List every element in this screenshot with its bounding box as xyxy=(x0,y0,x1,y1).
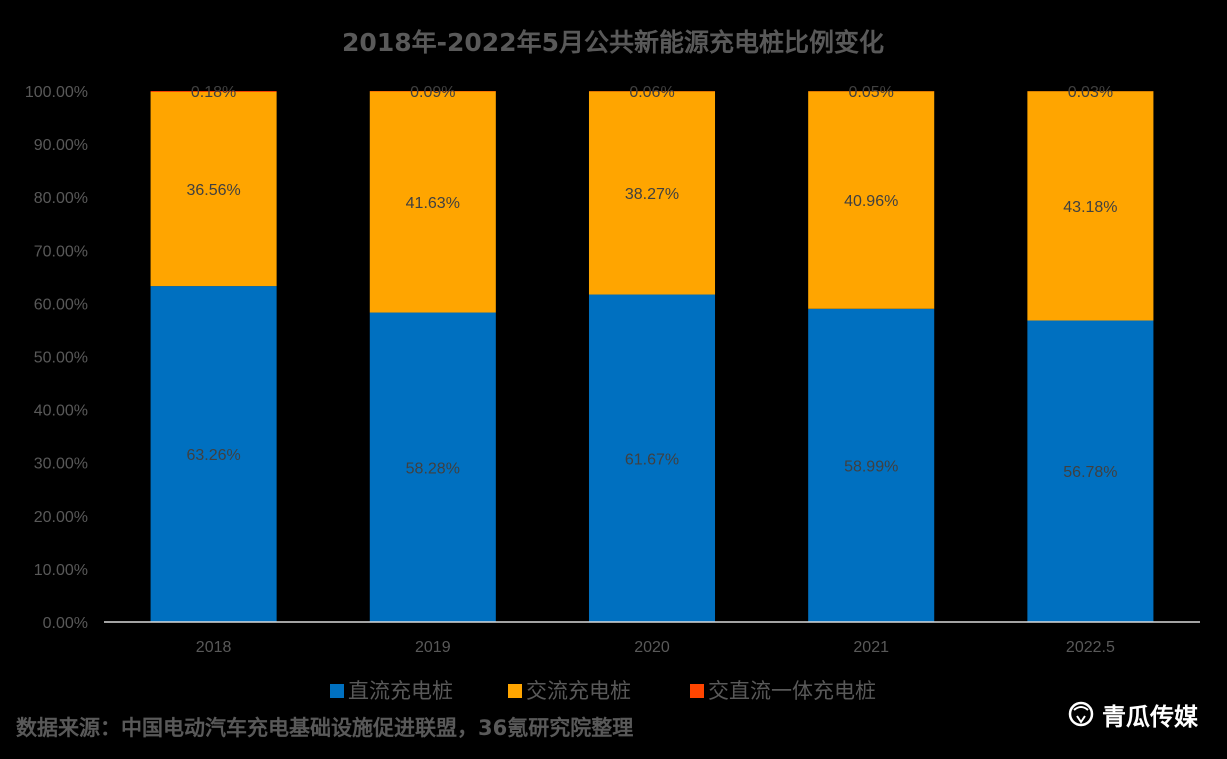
y-tick-label: 0.00% xyxy=(43,615,88,632)
data-label: 41.63% xyxy=(406,195,460,212)
legend-label: 交直流一体充电桩 xyxy=(708,679,876,700)
legend-swatch xyxy=(330,684,344,698)
x-tick-label: 2022.5 xyxy=(1066,639,1115,656)
y-tick-label: 20.00% xyxy=(34,509,88,526)
y-tick-label: 60.00% xyxy=(34,296,88,313)
bar-segment xyxy=(1027,320,1154,622)
melon-logo-icon xyxy=(1068,701,1094,727)
x-tick-label: 2020 xyxy=(634,639,670,656)
data-label: 61.67% xyxy=(625,451,679,468)
data-label: 40.96% xyxy=(844,193,898,210)
bar-segment xyxy=(808,91,935,309)
legend-label: 交流充电桩 xyxy=(526,679,631,700)
data-label: 43.18% xyxy=(1063,199,1117,216)
x-tick-label: 2018 xyxy=(196,639,232,656)
bar-segment xyxy=(150,286,277,622)
data-label: 38.27% xyxy=(625,186,679,203)
y-tick-label: 80.00% xyxy=(34,190,88,207)
x-tick-label: 2019 xyxy=(415,639,451,656)
data-label: 0.06% xyxy=(629,84,674,101)
data-label: 63.26% xyxy=(186,447,240,464)
brand-name: 青瓜传媒 xyxy=(1102,702,1198,731)
data-label: 58.99% xyxy=(844,458,898,475)
y-tick-label: 30.00% xyxy=(34,456,88,473)
bar-segment xyxy=(588,91,716,295)
bar-segment xyxy=(150,91,277,287)
legend-swatch xyxy=(690,684,704,698)
y-tick-label: 10.00% xyxy=(34,562,88,579)
y-tick-label: 70.00% xyxy=(34,243,88,260)
y-tick-label: 40.00% xyxy=(34,403,88,420)
y-tick-label: 100.00% xyxy=(25,84,88,101)
data-label: 58.28% xyxy=(406,460,460,477)
bar-segment xyxy=(150,91,277,92)
data-source-note: 数据来源：中国电动汽车充电基础设施促进联盟，36氪研究院整理 xyxy=(16,716,634,740)
y-tick-label: 90.00% xyxy=(34,137,88,154)
data-label: 0.09% xyxy=(410,84,455,101)
y-tick-label: 50.00% xyxy=(34,350,88,367)
bar-segment xyxy=(1027,91,1154,321)
bar-segment xyxy=(808,308,935,622)
stacked-bar-chart: 2018年-2022年5月公共新能源充电桩比例变化 0.00% 10.00% 20.… xyxy=(25,28,1200,700)
data-label: 0.03% xyxy=(1068,84,1113,101)
data-label: 0.05% xyxy=(849,84,894,101)
bar-segment xyxy=(588,294,716,622)
chart-title: 2018年-2022年5月公共新能源充电桩比例变化 xyxy=(342,28,884,57)
brand-watermark: 青瓜传媒 xyxy=(1068,697,1198,731)
data-label: 56.78% xyxy=(1063,464,1117,481)
bar-segment xyxy=(369,91,496,313)
x-tick-label: 2021 xyxy=(853,639,889,656)
data-label: 0.18% xyxy=(191,84,236,101)
bar-segment xyxy=(369,312,496,622)
legend-label: 直流充电桩 xyxy=(348,679,453,700)
legend-swatch xyxy=(508,684,522,698)
data-label: 36.56% xyxy=(186,182,240,199)
